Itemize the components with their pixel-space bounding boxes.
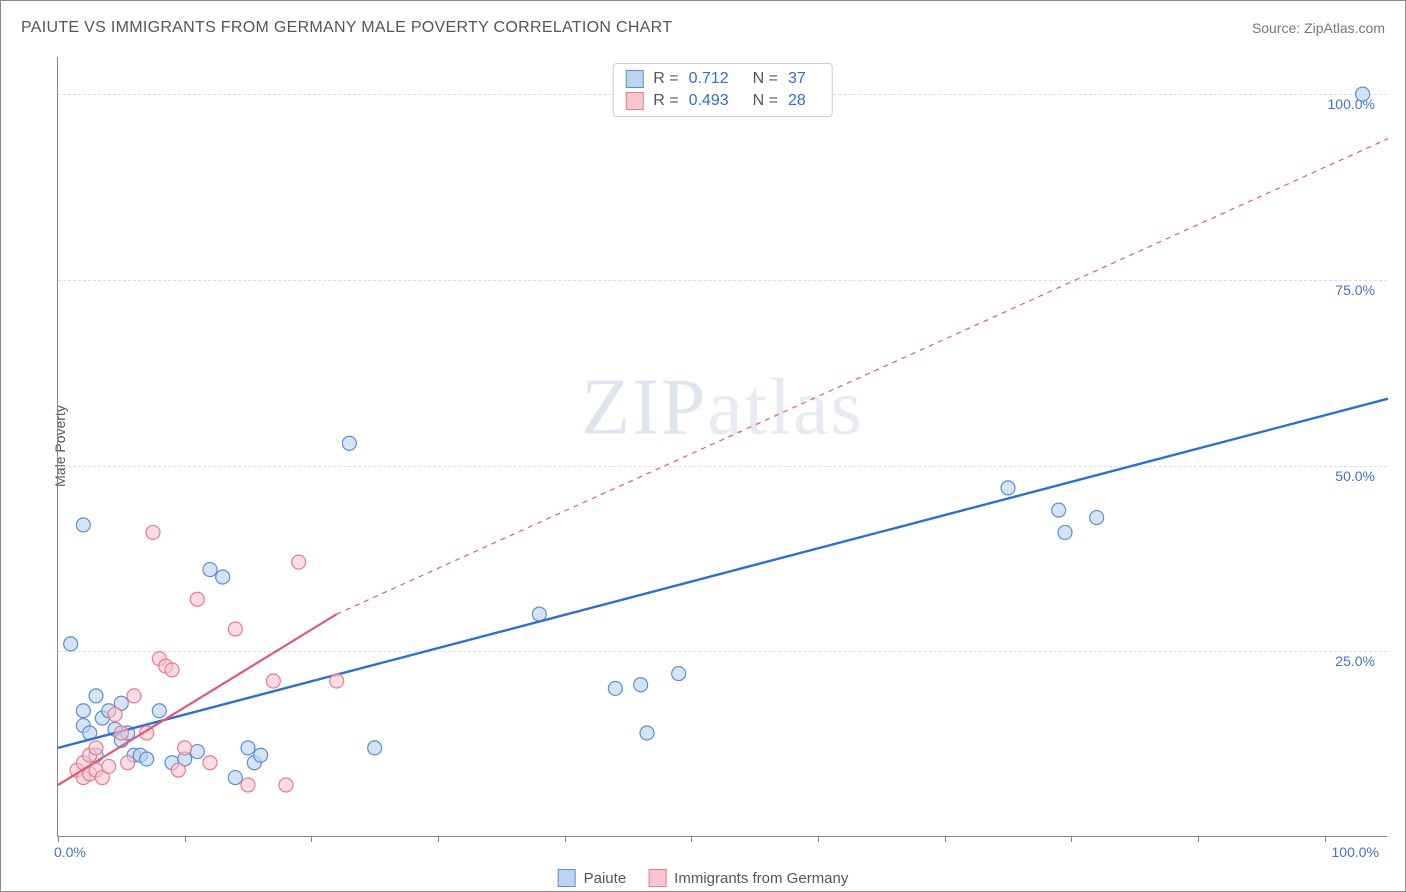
- source-label: Source: ZipAtlas.com: [1252, 20, 1385, 36]
- series-legend: Paiute Immigrants from Germany: [558, 869, 849, 887]
- legend-swatch: [648, 869, 666, 887]
- scatter-point: [672, 667, 686, 681]
- x-tick-label-max: 100.0%: [1332, 844, 1379, 860]
- series-legend-label: Immigrants from Germany: [674, 870, 848, 887]
- scatter-point: [76, 518, 90, 532]
- trend-line-dashed: [337, 139, 1388, 614]
- stats-legend-row: R = 0.712 N = 37: [625, 68, 820, 90]
- scatter-point: [203, 756, 217, 770]
- scatter-point: [140, 752, 154, 766]
- n-value: 28: [788, 92, 806, 110]
- x-tick: [1325, 836, 1326, 842]
- n-label: N =: [753, 70, 778, 88]
- stats-legend: R = 0.712 N = 37 R = 0.493 N = 28: [612, 63, 833, 117]
- r-label: R =: [653, 70, 678, 88]
- scatter-point: [190, 745, 204, 759]
- r-value: 0.712: [689, 70, 729, 88]
- scatter-point: [121, 756, 135, 770]
- title-row: PAIUTE VS IMMIGRANTS FROM GERMANY MALE P…: [21, 19, 1385, 37]
- x-tick: [1198, 836, 1199, 842]
- scatter-point: [368, 741, 382, 755]
- scatter-point: [292, 555, 306, 569]
- scatter-point: [228, 771, 242, 785]
- scatter-point: [216, 570, 230, 584]
- scatter-point: [1001, 481, 1015, 495]
- scatter-point: [165, 663, 179, 677]
- scatter-point: [1356, 87, 1370, 101]
- legend-swatch: [625, 92, 643, 110]
- scatter-point: [608, 681, 622, 695]
- scatter-point: [342, 436, 356, 450]
- x-tick-label-min: 0.0%: [54, 844, 86, 860]
- legend-swatch: [558, 869, 576, 887]
- scatter-point: [146, 525, 160, 539]
- series-legend-label: Paiute: [584, 870, 627, 887]
- x-tick: [58, 836, 59, 842]
- scatter-point: [279, 778, 293, 792]
- plot-area: ZIPatlas 25.0%50.0%75.0%100.0% R =0.712N…: [57, 57, 1387, 837]
- scatter-point: [266, 674, 280, 688]
- scatter-point: [241, 778, 255, 792]
- n-label: N =: [753, 92, 778, 110]
- series-legend-item: Immigrants from Germany: [648, 869, 848, 887]
- x-tick: [438, 836, 439, 842]
- n-value: 37: [788, 70, 806, 88]
- x-tick: [945, 836, 946, 842]
- scatter-point: [102, 759, 116, 773]
- scatter-point: [1052, 503, 1066, 517]
- scatter-point: [127, 689, 141, 703]
- legend-swatch: [625, 70, 643, 88]
- scatter-point: [152, 704, 166, 718]
- x-tick: [818, 836, 819, 842]
- scatter-point: [89, 689, 103, 703]
- scatter-point: [108, 707, 122, 721]
- scatter-point: [171, 763, 185, 777]
- scatter-point: [254, 748, 268, 762]
- scatter-point: [89, 741, 103, 755]
- scatter-point: [190, 592, 204, 606]
- x-tick: [565, 836, 566, 842]
- r-label: R =: [653, 92, 678, 110]
- scatter-svg: [58, 57, 1387, 836]
- trend-line: [58, 399, 1388, 748]
- chart-container: PAIUTE VS IMMIGRANTS FROM GERMANY MALE P…: [0, 0, 1406, 892]
- x-tick: [185, 836, 186, 842]
- x-tick: [311, 836, 312, 842]
- scatter-point: [1090, 511, 1104, 525]
- series-legend-item: Paiute: [558, 869, 627, 887]
- chart-title: PAIUTE VS IMMIGRANTS FROM GERMANY MALE P…: [21, 19, 672, 37]
- scatter-point: [640, 726, 654, 740]
- scatter-point: [178, 741, 192, 755]
- x-tick: [1071, 836, 1072, 842]
- x-tick: [691, 836, 692, 842]
- scatter-point: [114, 726, 128, 740]
- r-value: 0.493: [689, 92, 729, 110]
- scatter-point: [76, 704, 90, 718]
- scatter-point: [228, 622, 242, 636]
- scatter-point: [634, 678, 648, 692]
- scatter-point: [1058, 525, 1072, 539]
- scatter-point: [330, 674, 344, 688]
- stats-legend-row: R = 0.493 N = 28: [625, 90, 820, 112]
- scatter-point: [241, 741, 255, 755]
- scatter-point: [64, 637, 78, 651]
- scatter-point: [203, 563, 217, 577]
